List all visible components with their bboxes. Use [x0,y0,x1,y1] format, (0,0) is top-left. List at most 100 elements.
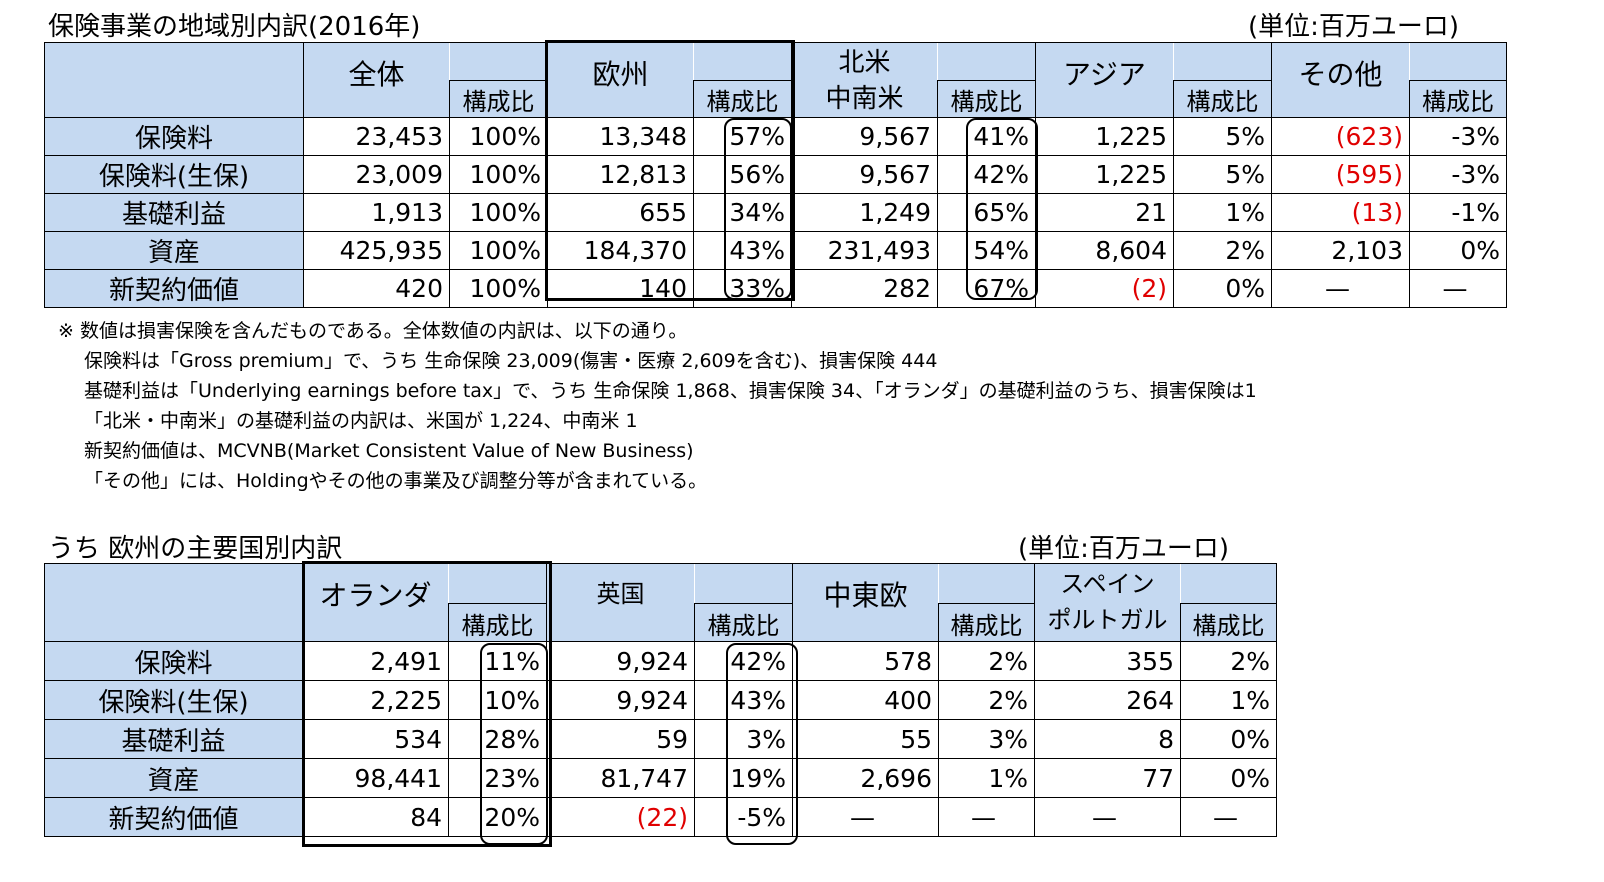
col-header-europe: 欧州 [547,42,694,118]
value-cell: 400 [792,680,939,720]
ratio-cell: 100% [449,155,548,194]
table-row: 新契約価値 420 100% 140 33% 282 67% (2) 0% — — [44,269,1507,308]
value-cell: 23,009 [303,155,450,194]
table-row: 保険料 2,491 11% 9,924 42% 578 2% 355 2% [44,641,1277,681]
ratio-cell: 3% [938,719,1035,759]
ratio-cell: 1% [1180,680,1277,720]
ratio-cell: 100% [449,231,548,270]
row-label: 新契約価値 [44,269,304,308]
value-cell: (623) [1271,117,1410,156]
ratio-cell: — [1180,797,1277,837]
ratio-cell: 65% [937,193,1036,232]
ratio-header: 構成比 [449,79,548,118]
ratio-cell: 43% [693,231,792,270]
value-cell: 184,370 [547,231,694,270]
header-corner [44,42,304,118]
ratio-cell: 100% [449,269,548,308]
value-cell: — [792,797,939,837]
ratio-cell: 28% [448,719,547,759]
table-row: 保険料(生保) 23,009 100% 12,813 56% 9,567 42% 1,225 5… [44,155,1507,194]
value-cell: 1,249 [791,193,938,232]
value-cell: 282 [791,269,938,308]
ratio-cell: 100% [449,117,548,156]
ratio-cell: -3% [1409,117,1507,156]
table-row: 保険料(生保) 2,225 10% 9,924 43% 400 2% 264 1% [44,680,1277,720]
col-header-spain: スペイン [1060,570,1155,598]
ratio-header: 構成比 [1173,79,1272,118]
value-cell: 655 [547,193,694,232]
value-cell: 2,491 [302,641,449,681]
note-line: ※ 数値は損害保険を含んだものである。全体数値の内訳は、以下の通り。 [58,320,688,342]
ratio-cell: 11% [448,641,547,681]
table1: 全体 欧州 北米 中南米 アジア その他 構成比 構成比 構成比 構成比 構成比… [44,42,1507,308]
ratio-cell: 100% [449,193,548,232]
value-cell: 98,441 [302,758,449,798]
value-cell: 534 [302,719,449,759]
note-line: 新契約価値は、MCVNB(Market Consistent Value of … [84,440,694,462]
ratio-cell: — [938,797,1035,837]
table2-unit: (単位:百万ユーロ) [1018,534,1230,564]
table2: オランダ 英国 中東欧 スペイン ポルトガル 構成比 構成比 構成比 構成比 保… [44,563,1277,837]
col-header-other: その他 [1271,42,1410,118]
value-cell: 425,935 [303,231,450,270]
ratio-header: 構成比 [693,79,792,118]
ratio-header: 構成比 [1180,603,1277,642]
note-line: 基礎利益は「Underlying earnings before tax」で、う… [84,380,1257,402]
value-cell: (13) [1271,193,1410,232]
table1-unit: (単位:百万ユーロ) [1248,12,1460,42]
ratio-cell: 5% [1173,117,1272,156]
row-label: 保険料(生保) [44,155,304,194]
ratio-cell: 0% [1173,269,1272,308]
ratio-cell: 34% [693,193,792,232]
value-cell: 9,567 [791,155,938,194]
ratio-cell: 56% [693,155,792,194]
value-cell: — [1271,269,1410,308]
col-header-spain-portugal: スペイン ポルトガル [1034,563,1181,642]
col-header-latin-america: 中南米 [825,84,904,114]
table-row: 資産 425,935 100% 184,370 43% 231,493 54% 8,604 2%… [44,231,1507,270]
value-cell: 9,924 [546,641,695,681]
table1-title: 保険事業の地域別内訳(2016年) [48,12,421,42]
value-cell: 231,493 [791,231,938,270]
col-header-central-eastern-europe: 中東欧 [792,563,939,642]
row-label: 保険料(生保) [44,680,303,720]
note-line: 保険料は「Gross premium」で、うち 生命保険 23,009(傷害・医… [84,350,938,372]
value-cell: 1,225 [1035,117,1174,156]
row-label: 保険料 [44,641,303,681]
ratio-cell: — [1409,269,1507,308]
table-row: 基礎利益 534 28% 59 3% 55 3% 8 0% [44,719,1277,759]
value-cell: 420 [303,269,450,308]
ratio-cell: 20% [448,797,547,837]
col-header-uk: 英国 [546,563,695,642]
value-cell: 59 [546,719,695,759]
table-row: 資産 98,441 23% 81,747 19% 2,696 1% 77 0% [44,758,1277,798]
value-cell: 13,348 [547,117,694,156]
ratio-cell: 67% [937,269,1036,308]
value-cell: 21 [1035,193,1174,232]
value-cell: 578 [792,641,939,681]
value-cell: 2,225 [302,680,449,720]
ratio-cell: 43% [694,680,793,720]
value-cell: 12,813 [547,155,694,194]
col-header-north-latin-america: 北米 中南米 [791,42,938,118]
ratio-header: 構成比 [937,79,1036,118]
col-header-asia: アジア [1035,42,1174,118]
value-cell: (22) [546,797,695,837]
ratio-cell: 2% [938,641,1035,681]
value-cell: 1,225 [1035,155,1174,194]
value-cell: 140 [547,269,694,308]
ratio-header: 構成比 [448,603,547,642]
value-cell: 84 [302,797,449,837]
value-cell: (2) [1035,269,1174,308]
ratio-cell: 57% [693,117,792,156]
ratio-cell: 42% [694,641,793,681]
ratio-cell: 0% [1180,719,1277,759]
note-line: 「その他」には、Holdingやその他の事業及び調整分等が含まれている。 [84,470,708,492]
col-header-total: 全体 [303,42,450,118]
row-label: 基礎利益 [44,719,303,759]
col-header-north-america: 北米 [838,48,891,78]
row-label: 基礎利益 [44,193,304,232]
ratio-cell: -3% [1409,155,1507,194]
note-line: 「北米・中南米」の基礎利益の内訳は、米国が 1,224、中南米 1 [84,410,638,432]
ratio-header: 構成比 [694,603,793,642]
